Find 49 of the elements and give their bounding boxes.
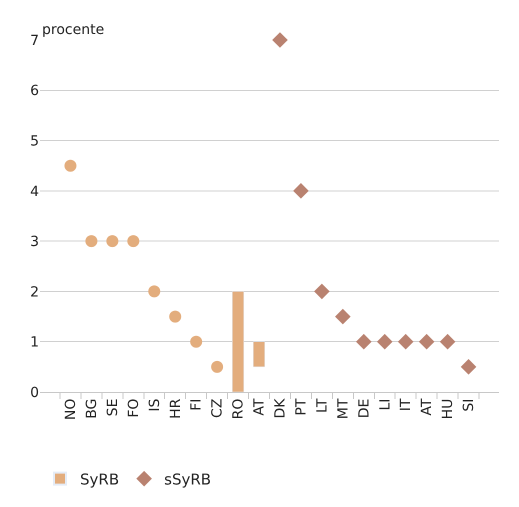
- x-tick-label: IT: [398, 398, 414, 412]
- x-tick-label: IS: [146, 398, 163, 412]
- point: [376, 334, 393, 350]
- x-tick-label: FO: [126, 398, 142, 418]
- x-tick-label: SE: [104, 398, 121, 416]
- point: [127, 235, 140, 248]
- x-tick-label: NO: [63, 398, 79, 420]
- x-tick-label: AT: [252, 398, 268, 416]
- point: [440, 334, 456, 350]
- point: [148, 285, 160, 298]
- point: [293, 183, 309, 199]
- x-tick-label: CZ: [210, 398, 226, 418]
- point: [356, 334, 372, 350]
- point: [85, 235, 98, 248]
- x-tick-label: HU: [440, 398, 456, 420]
- y-axis-title: procente: [42, 22, 104, 38]
- legend-label: sSyRB: [164, 470, 212, 488]
- x-tick-label: DE: [356, 398, 372, 418]
- x-tick-label: BG: [84, 398, 100, 419]
- y-tick-label: 0: [30, 384, 39, 401]
- x-tick-label: HR: [168, 398, 184, 419]
- point: [211, 360, 224, 373]
- x-tick-label: PT: [293, 398, 310, 416]
- y-tick-label: 3: [30, 234, 39, 250]
- point: [106, 235, 118, 248]
- x-tick-label: DK: [272, 398, 289, 419]
- x-tick-label: SI: [461, 398, 478, 412]
- point: [460, 359, 476, 375]
- legend-label: SyRB: [80, 470, 120, 488]
- point: [418, 334, 434, 350]
- point: [314, 284, 330, 300]
- point: [272, 32, 288, 48]
- x-tick-label: RO: [230, 398, 247, 420]
- point: [169, 310, 182, 323]
- x-tick-label: LI: [377, 398, 394, 411]
- x-tick-label: FI: [188, 398, 205, 411]
- y-tick-label: 5: [30, 133, 39, 150]
- point: [64, 160, 76, 172]
- y-tick-label: 1: [30, 334, 39, 351]
- point: [335, 308, 351, 324]
- x-tick-label: AT: [419, 398, 436, 416]
- y-tick-label: 7: [30, 32, 39, 49]
- y-tick-label: 4: [30, 184, 40, 200]
- point: [398, 334, 414, 350]
- x-tick-label: LT: [314, 398, 330, 414]
- y-tick-label: 2: [30, 284, 39, 300]
- point: [190, 336, 202, 348]
- x-tick-label: MT: [335, 398, 352, 420]
- y-tick-label: 6: [30, 83, 40, 100]
